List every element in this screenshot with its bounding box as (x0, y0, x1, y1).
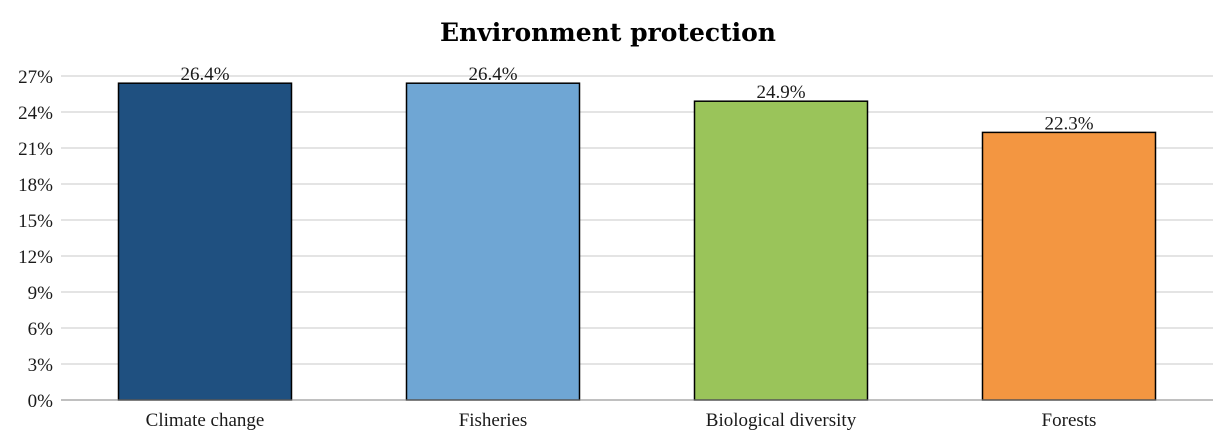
y-tick-label: 3% (28, 355, 54, 376)
y-tick-label: 15% (18, 211, 53, 232)
y-axis-tick-labels: 0% 3% 6% 9% 12% 15% 18% 21% 24% 27% (18, 67, 53, 412)
bar (405, 82, 581, 401)
y-tick-label: 9% (28, 283, 54, 304)
y-tick-label: 12% (18, 247, 53, 268)
bar-value-label: 26.4% (468, 64, 517, 85)
bar-value-label: 22.3% (1044, 113, 1093, 134)
chart-title: Environment protection (440, 18, 776, 47)
x-axis-category-labels: Climate change Fisheries Biological divers… (146, 410, 1097, 431)
category-label: Biological diversity (706, 410, 857, 431)
category-label: Forests (1042, 410, 1097, 431)
bar (981, 131, 1157, 401)
bar (117, 82, 293, 401)
y-tick-label: 6% (28, 319, 54, 340)
y-tick-label: 24% (18, 103, 53, 124)
category-label: Climate change (146, 410, 265, 431)
bars (117, 82, 1157, 401)
y-tick-label: 0% (28, 391, 54, 412)
data-labels: 26.4% 26.4% 24.9% 22.3% (180, 64, 1093, 134)
bar (693, 100, 869, 401)
bar-value-label: 26.4% (180, 64, 229, 85)
y-tick-label: 18% (18, 175, 53, 196)
y-tick-label: 21% (18, 139, 53, 160)
y-tick-label: 27% (18, 67, 53, 88)
category-label: Fisheries (459, 410, 528, 431)
bar-value-label: 24.9% (756, 82, 805, 103)
